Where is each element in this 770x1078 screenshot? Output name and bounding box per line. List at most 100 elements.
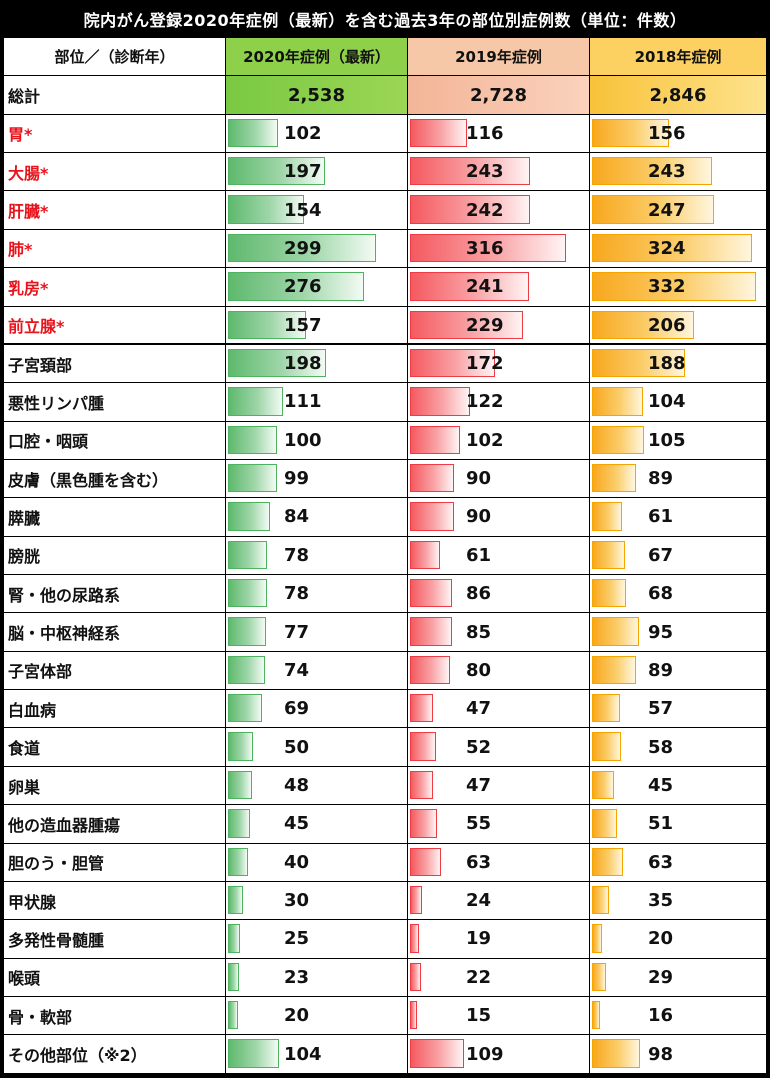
data-bar-2019: [410, 847, 442, 876]
data-bar-2020: [228, 847, 248, 876]
site-cell: 甲状腺: [4, 881, 226, 921]
header-2020: 2020年症例（最新）: [226, 38, 408, 77]
data-bar-2018: [592, 463, 636, 493]
value-cell-2019: 90: [408, 498, 590, 537]
data-bar-2019: [410, 463, 455, 493]
data-label-2020: 100: [284, 429, 322, 451]
value-cell-2020: 50: [226, 728, 408, 767]
site-cell: その他部位（※2）: [4, 1035, 226, 1074]
value-cell-2018: 104: [590, 383, 766, 422]
data-label-2018: 243: [648, 161, 686, 183]
data-label-2019: 55: [466, 813, 492, 835]
data-label-2018: 45: [648, 775, 674, 796]
value-cell-2020: 84: [226, 498, 408, 537]
data-label-2020: 198: [284, 353, 322, 375]
data-bar-2018: [592, 118, 670, 148]
value-cell-2019: 61: [408, 536, 590, 576]
data-bar-2019: [410, 118, 468, 148]
data-bar-2020: [228, 118, 279, 148]
table-row: 悪性リンパ腫 111 122 104: [4, 383, 766, 422]
value-cell-2019: 80: [408, 651, 590, 691]
data-label-2018: 29: [648, 966, 674, 988]
data-label-2019: 243: [466, 161, 504, 183]
value-cell-2020: 78: [226, 536, 408, 576]
case-count-table: 部位／（診断年） 2020年症例（最新） 2019年症例 2018年症例 総計 …: [4, 38, 766, 1074]
data-label-2018: 89: [648, 468, 674, 490]
site-cell: 大腸*: [4, 153, 226, 192]
value-cell-2020: 23: [226, 958, 408, 997]
data-bar-2020: [228, 348, 326, 378]
site-cell: 腎・他の尿路系: [4, 575, 226, 614]
data-label-2018: 95: [648, 621, 674, 643]
header-2018: 2018年症例: [590, 38, 766, 77]
data-label-2020: 50: [284, 736, 310, 758]
table-row: 大腸* 197 243 243: [4, 153, 766, 192]
data-bar-2020: [228, 387, 283, 416]
site-cell: 卵巣: [4, 766, 226, 806]
data-bar-2020: [228, 1039, 280, 1068]
data-bar-2018: [592, 732, 621, 761]
data-label-2020: 276: [284, 276, 322, 298]
site-cell: 喉頭: [4, 958, 226, 997]
data-label-2020: 25: [284, 928, 310, 950]
data-bar-2020: [228, 809, 251, 838]
table-row: 口腔・咽頭 100 102 105: [4, 421, 766, 460]
site-label: 脳・中枢神経系: [8, 624, 121, 644]
site-label: 多発性骨髄腫: [8, 930, 105, 950]
data-bar-2020: [228, 425, 278, 454]
data-bar-2020: [228, 272, 365, 301]
data-bar-2020: [228, 310, 306, 339]
data-bar-2019: [410, 694, 434, 723]
table-row: 肝臓* 154 242 247: [4, 191, 766, 230]
site-cell: 膀胱: [4, 536, 226, 576]
value-cell-2020: 104: [226, 1035, 408, 1074]
value-cell-2018: 57: [590, 690, 766, 729]
value-cell-2018: 247: [590, 191, 766, 230]
data-label-2018: 35: [648, 890, 674, 912]
value-cell-2018: 105: [590, 421, 766, 460]
value-cell-2018: 45: [590, 766, 766, 806]
site-label: 甲状腺: [8, 892, 57, 912]
data-label-2018: 20: [648, 928, 674, 950]
header-site: 部位／（診断年）: [4, 38, 226, 77]
data-bar-2020: [228, 195, 305, 224]
value-cell-2019: 172: [408, 344, 590, 384]
value-cell-2019: 63: [408, 843, 590, 882]
data-bar-2019: [410, 885, 422, 915]
value-cell-2018: 63: [590, 843, 766, 882]
data-label-2019: 15: [466, 1005, 492, 1027]
value-cell-2020: 25: [226, 920, 408, 959]
data-label-2018: 57: [648, 698, 674, 720]
data-bar-2018: [592, 425, 644, 454]
site-label: 肝臓*: [8, 202, 49, 222]
value-cell-2020: 69: [226, 690, 408, 729]
value-cell-2020: 299: [226, 229, 408, 269]
value-cell-2020: 111: [226, 383, 408, 422]
site-label: その他部位（※2）: [8, 1046, 147, 1066]
data-label-2020: 84: [284, 506, 310, 528]
data-bar-2019: [410, 348, 495, 378]
value-cell-2020: 48: [226, 766, 408, 806]
data-bar-2018: [592, 924, 602, 953]
data-bar-2018: [592, 770, 615, 800]
data-label-2019: 24: [466, 890, 492, 912]
data-bar-2019: [410, 579, 453, 608]
data-bar-2018: [592, 195, 715, 224]
value-cell-2019: 22: [408, 958, 590, 997]
data-bar-2018: [592, 348, 685, 378]
value-cell-2020: 100: [226, 421, 408, 460]
site-label: 骨・軟部: [8, 1007, 73, 1027]
data-label-2019: 47: [466, 775, 492, 796]
site-cell: 悪性リンパ腫: [4, 383, 226, 422]
data-label-2020: 111: [284, 391, 322, 413]
site-label: 乳房*: [8, 278, 49, 298]
value-cell-2020: 157: [226, 306, 408, 345]
site-label: 胃*: [8, 125, 33, 145]
data-bar-2018: [592, 272, 757, 301]
data-label-2020: 102: [284, 122, 322, 144]
data-label-2019: 47: [466, 698, 492, 720]
table-row: 喉頭 23 22 29: [4, 958, 766, 997]
data-label-2019: 19: [466, 928, 492, 950]
data-bar-2020: [228, 540, 267, 570]
header-2019: 2019年症例: [408, 38, 590, 77]
